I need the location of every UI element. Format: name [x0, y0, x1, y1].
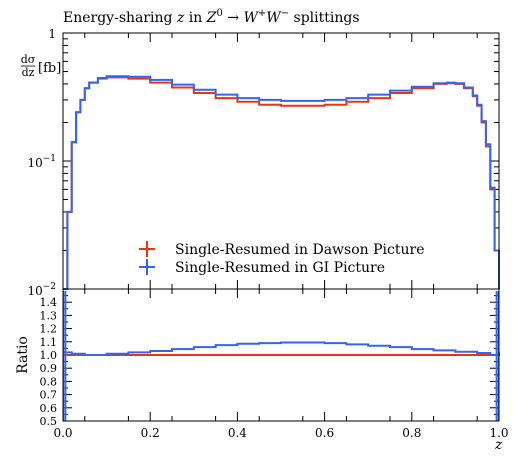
ratio-ytick-label: 1.2: [40, 323, 58, 336]
ratio-ytick-label: 0.5: [40, 415, 58, 428]
ratio-ytick-label: 1.1: [40, 336, 58, 349]
legend-label-gi: Single-Resumed in GI Picture: [175, 260, 385, 276]
chart-title: Energy-sharing z in Z0 → W+W− splittings: [63, 8, 360, 26]
main-ylabel: dσ dz [fb]: [21, 53, 62, 79]
ratio-ytick-label: 0.7: [40, 389, 58, 402]
ytick-exp-1: −1: [43, 154, 56, 164]
title-W1: W: [244, 10, 260, 26]
x-tick-label: 1.0: [489, 426, 508, 440]
ratio-line-gi: [63, 341, 500, 356]
x-tick-label: 0.6: [315, 426, 334, 440]
ytick-exp-2: −2: [43, 282, 56, 292]
x-tick-label: 0.2: [141, 426, 160, 440]
ratio-ytick-label: 1.3: [40, 309, 58, 322]
legend-marker-gi: [139, 259, 155, 275]
legend: Single-Resumed in Dawson Picture Single-…: [139, 241, 424, 276]
main-tick-marks: [62, 33, 500, 290]
x-tick-label: 0.8: [402, 426, 421, 440]
series-line-gi: [63, 75, 500, 290]
title-W1-sup: +: [258, 8, 266, 19]
ylabel-numerator: dσ: [21, 53, 36, 66]
ratio-ytick-label: 0.6: [40, 402, 58, 415]
ratio-ytick-label: 0.9: [40, 362, 58, 375]
title-W2-sup: −: [281, 8, 289, 19]
main-ytick-label-0.01: 10−2: [27, 282, 56, 298]
legend-label-dawson: Single-Resumed in Dawson Picture: [175, 242, 424, 258]
x-tick-label: 0.4: [228, 426, 247, 440]
main-curves: [63, 75, 500, 290]
title-Z: Z: [206, 10, 217, 26]
ytick-base-1: 10: [27, 156, 42, 170]
ratio-ytick-label: 1.4: [40, 296, 58, 309]
ylabel-unit: [fb]: [38, 61, 61, 76]
title-mid: in: [184, 10, 206, 26]
ratio-ytick-label: 0.8: [40, 375, 58, 388]
ratio-xtick-labels: 0.0 0.2 0.4 0.6 0.8 1.0: [53, 426, 508, 440]
ratio-ylabel: Ratio: [15, 336, 31, 374]
x-axis-label: z: [494, 437, 503, 453]
title-pre: Energy-sharing: [63, 10, 177, 26]
ylabel-denominator: dz: [22, 66, 35, 79]
ratio-plot-frame: [62, 288, 500, 422]
title-arrow: →: [223, 10, 244, 26]
title-z: z: [176, 10, 185, 26]
ratio-ytick-labels: 0.50.60.70.80.91.01.11.21.31.4: [40, 296, 58, 428]
main-ytick-label-0.1: 10−1: [27, 154, 56, 170]
title-Z-sup: 0: [217, 8, 223, 19]
ratio-ytick-label: 1.0: [40, 349, 58, 362]
title-W2: W: [266, 10, 282, 26]
legend-marker-dawson: [139, 241, 155, 257]
ratio-curves: [63, 291, 500, 421]
title-post: splittings: [289, 10, 359, 26]
x-tick-label: 0.0: [53, 426, 72, 440]
ytick-base-2: 10: [27, 284, 42, 298]
main-ytick-label-1: 1: [48, 27, 56, 41]
